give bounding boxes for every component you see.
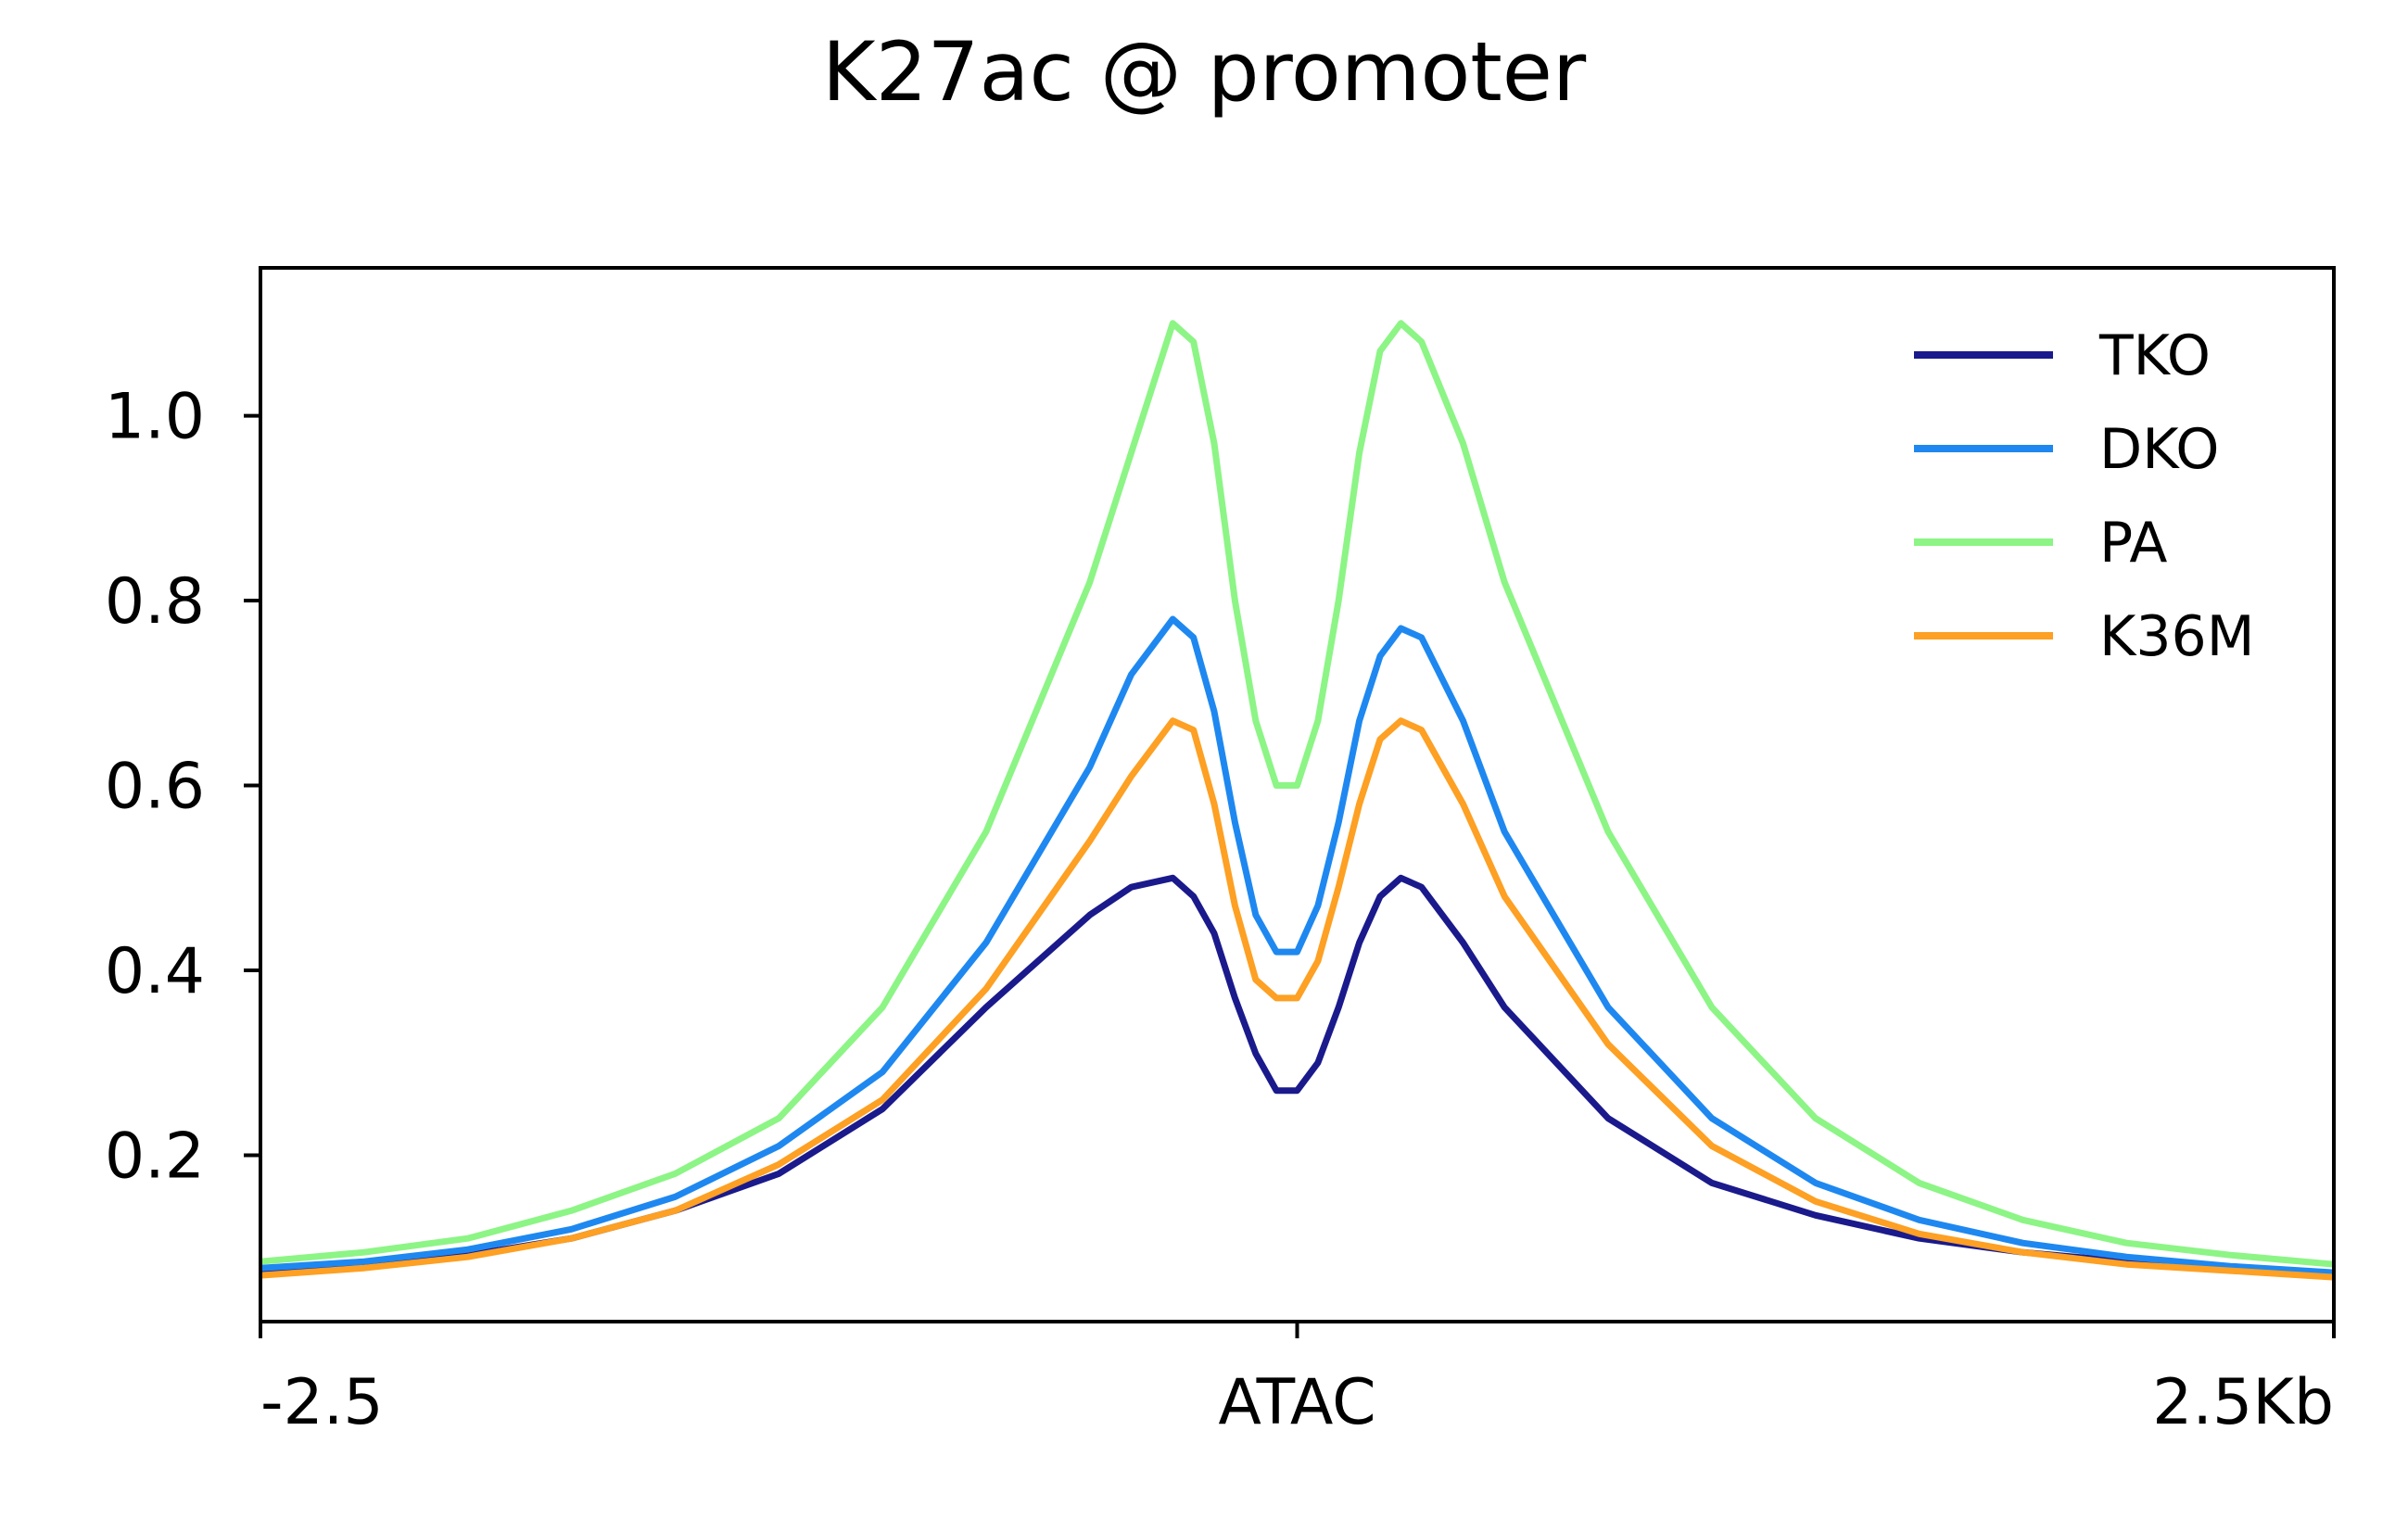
- x-tick-label: ATAC: [1218, 1366, 1375, 1439]
- y-tick-label: 0.8: [105, 565, 205, 639]
- plot-frame: [259, 266, 2336, 1323]
- y-axis: 0.2 0.4 0.6 0.8 1.0: [105, 381, 260, 1193]
- y-tick-label: 0.2: [105, 1120, 205, 1193]
- y-tick-label: 1.0: [105, 381, 205, 454]
- series-line-dko: [260, 615, 2335, 1276]
- series-line-pa: [260, 320, 2335, 1268]
- y-tick-label: 0.4: [105, 935, 205, 1008]
- legend-label-dko: DKO: [2099, 417, 2220, 482]
- x-tick-label: -2.5: [260, 1366, 384, 1439]
- y-tick-label: 0.6: [105, 751, 205, 824]
- series-layer: [260, 320, 2335, 1281]
- chart-title: K27ac @ promoter: [822, 24, 1587, 120]
- legend-label-k36m: K36M: [2099, 604, 2254, 669]
- x-tick-label: 2.5Kb: [2152, 1366, 2334, 1439]
- legend-label-tko: TKO: [2098, 323, 2211, 388]
- legend: TKO DKO PA K36M: [1914, 323, 2254, 669]
- x-axis: -2.5 ATAC 2.5Kb: [259, 1322, 2336, 1439]
- series-line-tko: [260, 874, 2335, 1277]
- legend-label-pa: PA: [2099, 511, 2167, 576]
- series-line-k36m: [260, 717, 2335, 1281]
